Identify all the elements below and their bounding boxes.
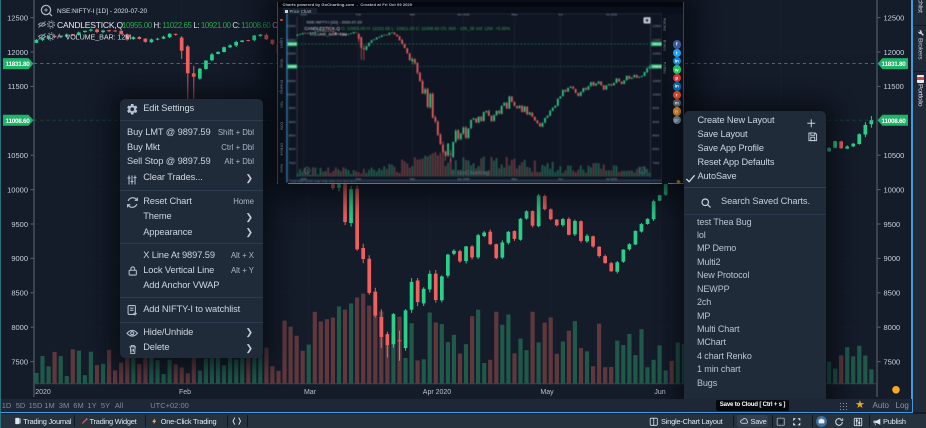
svg-text:Apr 2020: Apr 2020 bbox=[423, 389, 452, 396]
svg-text:10955.00 H: 11022.65 L: 10921.: 10955.00 H: 11022.65 L: 10921.00 C: 1100… bbox=[122, 21, 298, 30]
svg-text:8500: 8500 bbox=[652, 133, 659, 137]
svg-text:10500: 10500 bbox=[287, 78, 296, 82]
svg-text:11008.60: 11008.60 bbox=[882, 118, 907, 125]
svg-text:CANDLESTICK,Q:: CANDLESTICK,Q: bbox=[57, 20, 125, 30]
svg-text:9500: 9500 bbox=[11, 220, 28, 229]
svg-text:1D 5D 15D 1M 3M 6M 1Y 5Y All: 1D 5D 15D 1M 3M 6M 1Y 5Y All bbox=[291, 179, 356, 183]
svg-text:9500: 9500 bbox=[652, 106, 659, 110]
svg-text:12500: 12500 bbox=[7, 13, 28, 22]
svg-text:NSE:NIFTY-I [1D] - 2020-07-20: NSE:NIFTY-I [1D] - 2020-07-20 bbox=[306, 19, 362, 24]
svg-text:8500: 8500 bbox=[11, 289, 28, 298]
svg-text:NSE:NIFTY-I [1D] - 2020-07-20: NSE:NIFTY-I [1D] - 2020-07-20 bbox=[57, 8, 147, 15]
svg-text:May: May bbox=[540, 389, 554, 396]
svg-text:8000: 8000 bbox=[11, 323, 28, 332]
svg-text:9000: 9000 bbox=[652, 119, 659, 123]
svg-text:Apr 2020: Apr 2020 bbox=[457, 176, 470, 180]
svg-text:12500: 12500 bbox=[652, 24, 661, 28]
svg-text:12000: 12000 bbox=[287, 37, 296, 41]
svg-text:11831.80: 11831.80 bbox=[287, 43, 296, 46]
svg-text:11500: 11500 bbox=[652, 51, 660, 55]
svg-text:Jul 2020: Jul 2020 bbox=[605, 176, 617, 180]
svg-text:9000: 9000 bbox=[288, 119, 295, 123]
svg-text:10000: 10000 bbox=[7, 185, 28, 194]
svg-text:Feb: Feb bbox=[355, 176, 361, 180]
svg-text:11831.80: 11831.80 bbox=[6, 61, 31, 68]
svg-text:12000: 12000 bbox=[7, 48, 28, 57]
svg-text:10000: 10000 bbox=[884, 185, 905, 194]
svg-text:Mar: Mar bbox=[409, 12, 414, 16]
svg-text:8000: 8000 bbox=[884, 323, 901, 332]
svg-text:7500: 7500 bbox=[652, 160, 659, 164]
svg-text:7500: 7500 bbox=[884, 357, 901, 366]
svg-text:2020: 2020 bbox=[300, 12, 307, 16]
svg-text:11008.60: 11008.60 bbox=[6, 118, 31, 125]
svg-text:May: May bbox=[511, 12, 517, 16]
svg-text:11500: 11500 bbox=[8, 82, 28, 91]
svg-text:9500: 9500 bbox=[288, 106, 295, 110]
svg-text:11831.80: 11831.80 bbox=[652, 43, 661, 46]
svg-text:10000: 10000 bbox=[652, 92, 661, 96]
svg-text:12000: 12000 bbox=[652, 37, 661, 41]
svg-text:8000: 8000 bbox=[288, 147, 295, 151]
svg-text:Feb: Feb bbox=[355, 12, 361, 16]
svg-text:2020: 2020 bbox=[300, 176, 307, 180]
svg-text:Jun: Jun bbox=[558, 12, 563, 16]
svg-text:7500: 7500 bbox=[288, 160, 295, 164]
svg-text:10500: 10500 bbox=[7, 151, 28, 160]
svg-text:12500: 12500 bbox=[287, 24, 296, 28]
svg-text:Feb: Feb bbox=[179, 389, 191, 396]
svg-text:VOLUME_BAR: 12M: VOLUME_BAR: 12M bbox=[309, 31, 346, 36]
svg-text:11008.60: 11008.60 bbox=[287, 65, 296, 68]
svg-text:Mar: Mar bbox=[409, 176, 414, 180]
svg-text:11500: 11500 bbox=[884, 82, 904, 91]
svg-text:11008.60: 11008.60 bbox=[652, 65, 661, 68]
svg-text:12500: 12500 bbox=[884, 13, 905, 22]
svg-text:8500: 8500 bbox=[288, 133, 295, 137]
svg-text:10000: 10000 bbox=[287, 92, 296, 96]
svg-text:8500: 8500 bbox=[884, 289, 901, 298]
svg-text:9000: 9000 bbox=[884, 254, 901, 263]
svg-text:7500: 7500 bbox=[11, 357, 28, 366]
svg-text:10500: 10500 bbox=[652, 78, 661, 82]
svg-text:2020: 2020 bbox=[35, 389, 51, 396]
svg-text:11831.80: 11831.80 bbox=[882, 61, 907, 68]
svg-text:Jun: Jun bbox=[558, 176, 563, 180]
svg-text:VOLUME_BAR: 12M: VOLUME_BAR: 12M bbox=[66, 33, 132, 42]
svg-text:9000: 9000 bbox=[11, 254, 28, 263]
svg-text:ⓘ GoCharting: ⓘ GoCharting bbox=[449, 168, 489, 176]
svg-text:10500: 10500 bbox=[884, 151, 905, 160]
svg-text:11500: 11500 bbox=[287, 51, 295, 55]
svg-text:12000: 12000 bbox=[884, 48, 905, 57]
svg-text:May: May bbox=[511, 176, 517, 180]
svg-text:Jun: Jun bbox=[654, 389, 665, 396]
svg-text:8000: 8000 bbox=[652, 147, 659, 151]
svg-text:Apr 2020: Apr 2020 bbox=[457, 12, 470, 16]
svg-text:9500: 9500 bbox=[884, 220, 901, 229]
svg-text:Jul 2020: Jul 2020 bbox=[605, 12, 617, 16]
svg-text:Mar: Mar bbox=[304, 389, 317, 396]
svg-text:CANDLESTICK,Q O: 10955.00 H: 1: CANDLESTICK,Q O: 10955.00 H: 11022.65 L:… bbox=[304, 25, 510, 30]
